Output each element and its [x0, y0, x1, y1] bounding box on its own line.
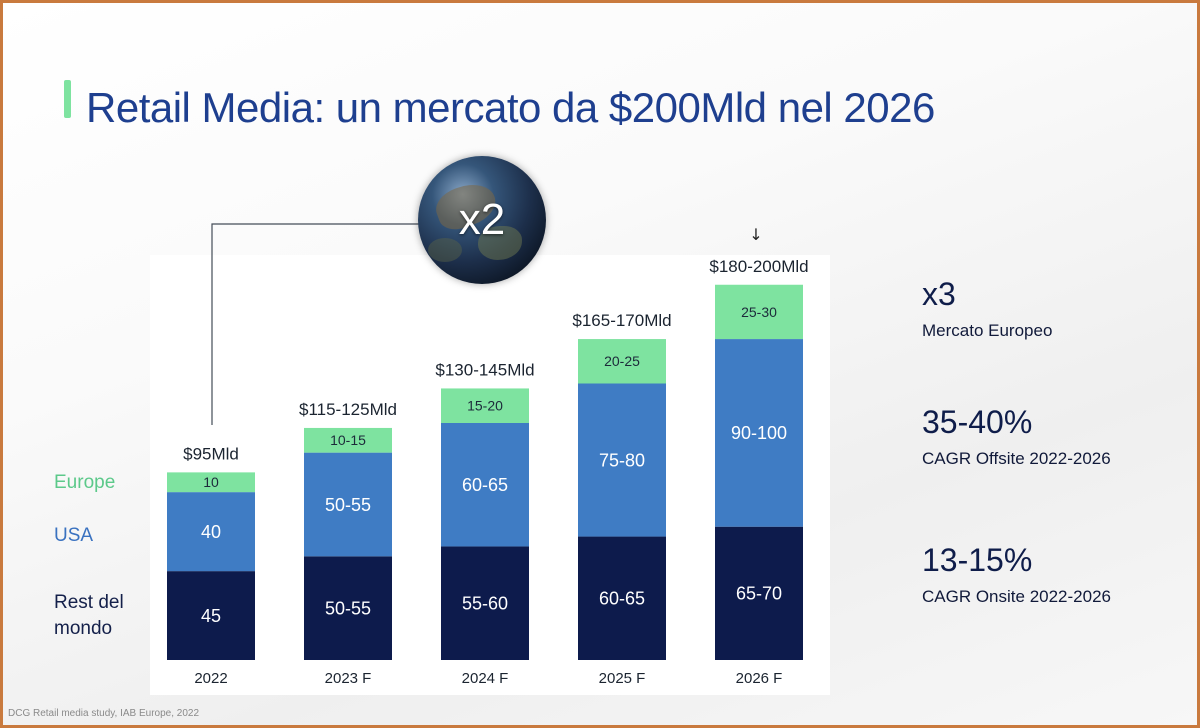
bar-segment: [304, 427, 392, 453]
globe-label: x2: [458, 195, 506, 244]
bar-value-label: 40: [201, 522, 221, 542]
bar-value-label: 50-55: [325, 495, 371, 515]
bar-total-label: $180-200Mld: [709, 257, 808, 276]
bar-value-label: 65-70: [736, 584, 782, 604]
bar-segment: [441, 388, 529, 423]
bar-segment: [441, 423, 529, 547]
stat-value: x3: [922, 276, 956, 312]
globe-land-shape: [478, 226, 522, 260]
bar-segment: [304, 556, 392, 660]
bar-value-label: 10: [203, 474, 219, 490]
x-tick-label: 2025 F: [599, 670, 646, 687]
bar-segment: [715, 284, 803, 340]
bar-segment: [167, 472, 255, 493]
bar-value-label: 90-100: [731, 423, 787, 443]
bar-value-label: 50-55: [325, 598, 371, 618]
bar-value-label: 10-15: [330, 432, 366, 448]
x-tick-label: 2024 F: [462, 670, 509, 687]
bar-segment: [578, 536, 666, 660]
stat-label: CAGR Offsite 2022-2026: [922, 449, 1111, 468]
globe-land-shape: [428, 238, 462, 262]
bar-segment: [167, 571, 255, 660]
bar-value-label: 60-65: [599, 589, 645, 609]
stat-european-market: x3 Mercato Europeo: [922, 276, 1052, 341]
bar-value-label: 75-80: [599, 450, 645, 470]
bar-segment: [715, 526, 803, 660]
x-tick-label: 2026 F: [736, 670, 783, 687]
stat-cagr-offsite: 35-40% CAGR Offsite 2022-2026: [922, 404, 1111, 469]
bar-segment: [167, 492, 255, 572]
stat-value: 35-40%: [922, 404, 1033, 440]
legend-europe: Europe: [54, 472, 116, 493]
bar-total-label: $115-125Mld: [299, 400, 397, 419]
stat-label: Mercato Europeo: [922, 321, 1053, 340]
bar-total-label: $95Mld: [183, 444, 239, 463]
title-accent-bar: [64, 80, 71, 118]
legend-rest-del-mondo: Rest del mondo: [54, 592, 124, 639]
x-tick-label: 2023 F: [325, 670, 372, 687]
slide-title: Retail Media: un mercato da $200Mld nel …: [86, 84, 935, 131]
connector-line: [211, 223, 420, 425]
bar-value-label: 20-25: [604, 353, 640, 369]
bar-segment: [441, 546, 529, 660]
x-tick-label: 2022: [194, 670, 227, 687]
bar-segment: [578, 339, 666, 384]
bar-value-label: 15-20: [467, 398, 503, 414]
bar-value-label: 25-30: [741, 304, 777, 320]
bar-total-label: $130-145Mld: [435, 360, 534, 379]
source-note: DCG Retail media study, IAB Europe, 2022: [8, 708, 200, 719]
stat-label: CAGR Onsite 2022-2026: [922, 587, 1111, 606]
bar-value-label: 45: [201, 606, 221, 626]
bar-value-label: 60-65: [462, 475, 508, 495]
stat-cagr-onsite: 13-15% CAGR Onsite 2022-2026: [922, 542, 1111, 607]
legend-usa: USA: [54, 525, 94, 546]
stat-value: 13-15%: [922, 542, 1033, 578]
bar-total-label: $165-170Mld: [572, 311, 671, 330]
arrow-down-icon: ↓: [749, 225, 762, 244]
bar-segment: [578, 383, 666, 537]
bar-segment: [304, 452, 392, 557]
globe-icon: x2: [418, 156, 546, 284]
bar-segment: [715, 339, 803, 527]
bar-value-label: 55-60: [462, 594, 508, 614]
